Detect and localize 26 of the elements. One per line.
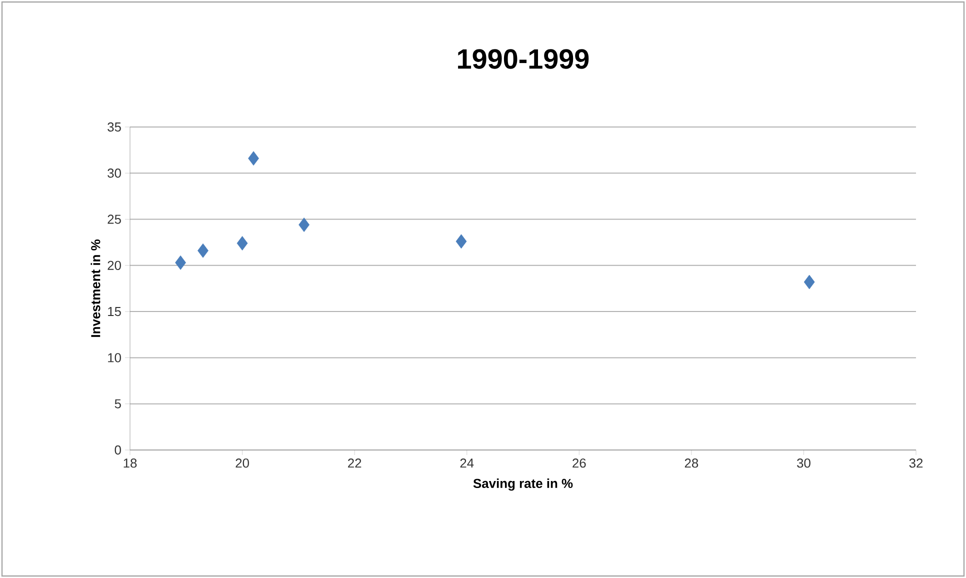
- y-tick-label: 20: [108, 260, 121, 270]
- chart-title: 1990-1999: [458, 49, 589, 69]
- x-tick-label: 28: [684, 458, 698, 468]
- y-tick-label: 25: [108, 214, 121, 224]
- x-tick-label: 24: [460, 458, 474, 468]
- point: [248, 151, 259, 166]
- x-tick-label: 32: [909, 458, 923, 468]
- x-tick-label: 22: [348, 458, 362, 468]
- y-tick-label: 15: [108, 307, 121, 316]
- x-axis-title: Saving rate in %: [473, 478, 573, 491]
- y-axis-title: Investment in %: [90, 240, 100, 337]
- y-tick-label: 30: [108, 168, 121, 178]
- point: [456, 234, 467, 249]
- y-tick-label: 35: [108, 122, 121, 132]
- y-tick-label: 0: [114, 445, 121, 455]
- point: [175, 255, 186, 270]
- point: [298, 218, 310, 232]
- y-tick-label: 5: [114, 399, 121, 408]
- x-tick-label: 20: [236, 458, 249, 468]
- y-tick-label: 10: [108, 353, 121, 362]
- point: [804, 274, 815, 290]
- x-tick-label: 26: [572, 458, 586, 468]
- x-tick-label: 30: [797, 458, 810, 468]
- point: [198, 243, 208, 258]
- point: [236, 236, 248, 250]
- x-tick-label: 18: [124, 458, 137, 468]
